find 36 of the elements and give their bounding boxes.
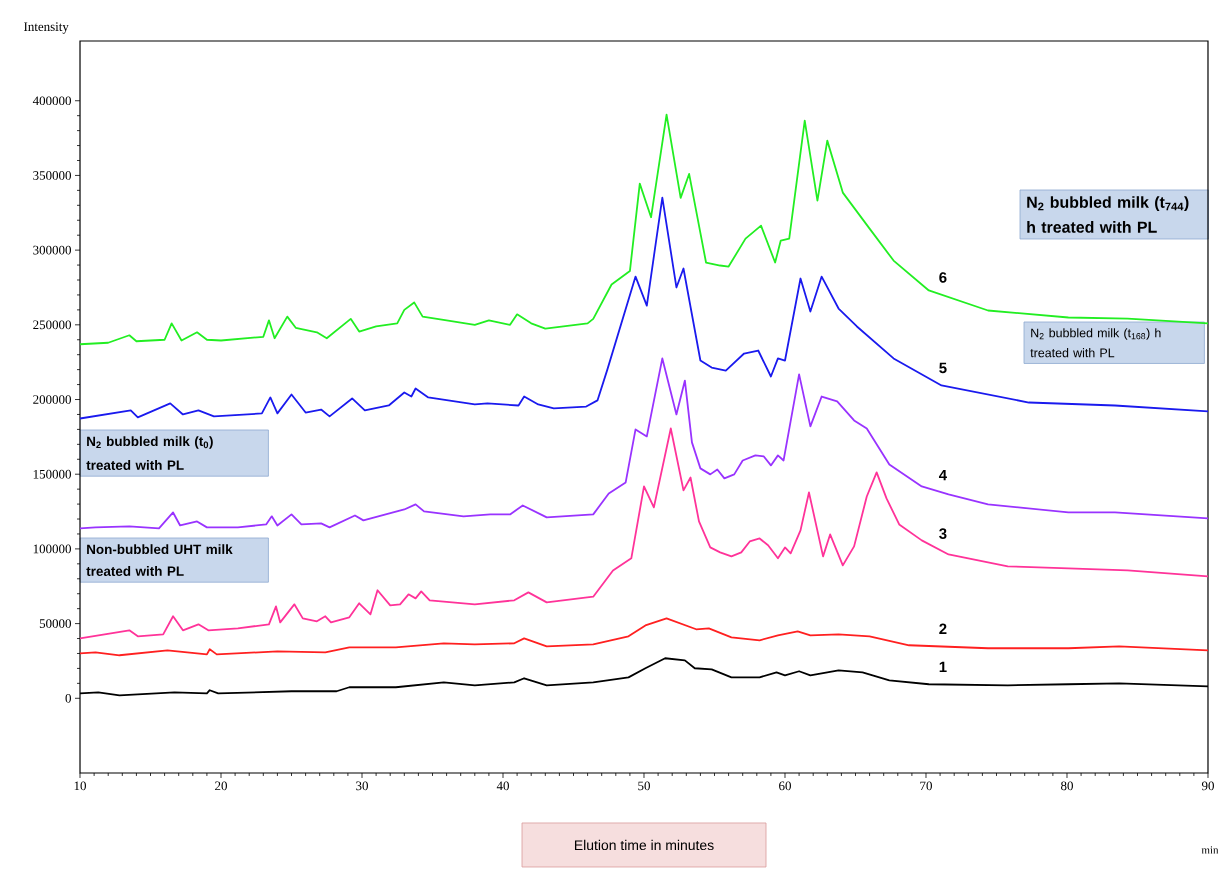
text: N$_{2}$ bubbled milk (t$_{168}$) h treated with PL <box>1030 328 1161 358</box>
x-tick-label: 70 <box>920 781 932 791</box>
series-label: 4 <box>938 469 947 481</box>
y-tick-label: 250000 <box>33 320 71 330</box>
x-tick-label: 60 <box>779 781 791 791</box>
series-label: 6 <box>939 272 947 283</box>
line-series <box>79 113 1209 346</box>
line-series <box>79 196 1209 420</box>
text: min <box>1201 846 1219 854</box>
y-tick-label: 50000 <box>39 619 71 628</box>
series-label: 3 <box>939 528 947 539</box>
y-tick-label: 350000 <box>33 171 71 180</box>
line-series <box>79 427 1209 640</box>
x-tick-label: 80 <box>1061 781 1073 791</box>
y-tick-label: 200000 <box>33 395 71 404</box>
series-label: 5 <box>939 362 947 374</box>
y-tick-label: 300000 <box>33 245 71 255</box>
text: N$_{2}$ bubbled milk (t$_{0}$) treated with PL <box>86 436 213 470</box>
series-label: 2 <box>939 623 947 635</box>
series-label: 1 <box>939 661 947 672</box>
y-tick-label: 150000 <box>33 469 71 479</box>
text: N$_{2}$ bubbled milk (t$_{744}$) h treated with PL <box>1027 196 1189 233</box>
line-series <box>79 617 1209 657</box>
x-tick-label: 10 <box>74 781 86 791</box>
x-tick-label: 50 <box>638 781 650 791</box>
x-tick-label: 40 <box>496 781 509 791</box>
x-tick-label: 90 <box>1201 781 1214 791</box>
y-tick-label: 400000 <box>32 96 71 106</box>
line-series <box>79 357 1209 530</box>
y-tick-label: 0 <box>65 693 71 703</box>
annotation: Non-bubbled UHT milk treated with PL <box>86 544 233 576</box>
x-axis-title: Elution time in minutes <box>574 839 714 851</box>
x-tick-label: 20 <box>215 781 227 791</box>
x-tick-label: 30 <box>356 781 368 791</box>
y-axis-title: Intensity <box>24 22 69 34</box>
y-tick-label: 100000 <box>33 544 71 554</box>
